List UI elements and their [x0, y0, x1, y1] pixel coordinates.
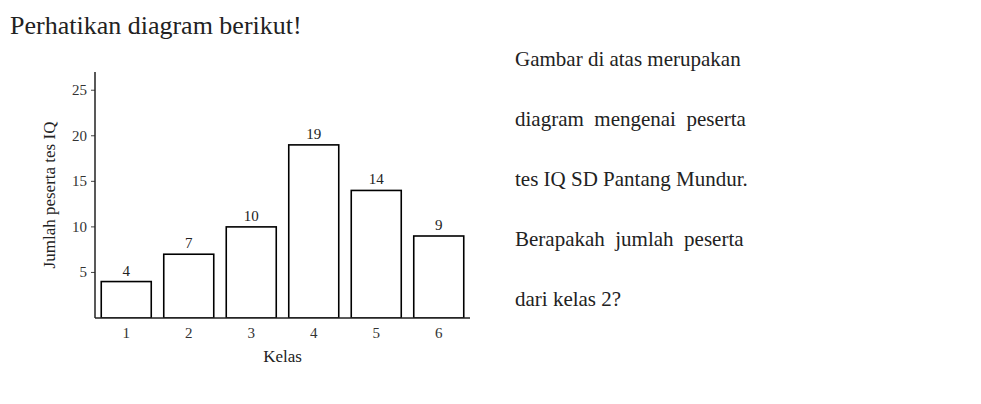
bar [226, 227, 276, 318]
bar [101, 282, 151, 318]
bars [101, 145, 464, 318]
y-axis-line [94, 72, 96, 318]
y-tick-label: 5 [80, 264, 88, 280]
title: Perhatikan diagram berikut! [10, 11, 302, 40]
annotation: dari kelas 2? [515, 287, 621, 311]
y-tick-label: 25 [72, 82, 87, 98]
data-label: 19 [306, 126, 321, 142]
annotation: tes IQ SD Pantang Mundur. [515, 167, 748, 191]
bar [351, 190, 401, 318]
x-tick-label: 6 [435, 325, 443, 341]
y-tick-label: 15 [72, 173, 87, 189]
bar [414, 236, 464, 318]
bar [289, 145, 339, 318]
y-axis-label: Jumlah peserta tes IQ [40, 122, 59, 269]
annotation: diagram mengenai peserta [515, 107, 747, 131]
x-axis-label: Kelas [263, 347, 302, 366]
bar [164, 254, 214, 318]
x-tick-label: 5 [373, 325, 381, 341]
data-label: 14 [369, 171, 385, 187]
background [0, 0, 981, 404]
annotation: Berapakah jumlah peserta [515, 227, 744, 251]
data-label: 4 [123, 263, 131, 279]
x-tick-label: 1 [123, 325, 131, 341]
data-label: 9 [435, 217, 443, 233]
x-tick-label: 3 [248, 325, 256, 341]
y-tick-label: 20 [72, 128, 87, 144]
y-tick-label: 10 [72, 219, 87, 235]
x-axis-line [95, 317, 470, 319]
chart-container: Perhatikan diagram berikut!5101520254710… [0, 0, 981, 404]
x-tick-label: 2 [185, 325, 193, 341]
annotation: Gambar di atas merupakan [515, 47, 741, 71]
data-label: 7 [185, 235, 193, 251]
x-tick-label: 4 [310, 325, 318, 341]
data-label: 10 [244, 208, 259, 224]
chart-svg: Perhatikan diagram berikut!5101520254710… [0, 0, 981, 404]
